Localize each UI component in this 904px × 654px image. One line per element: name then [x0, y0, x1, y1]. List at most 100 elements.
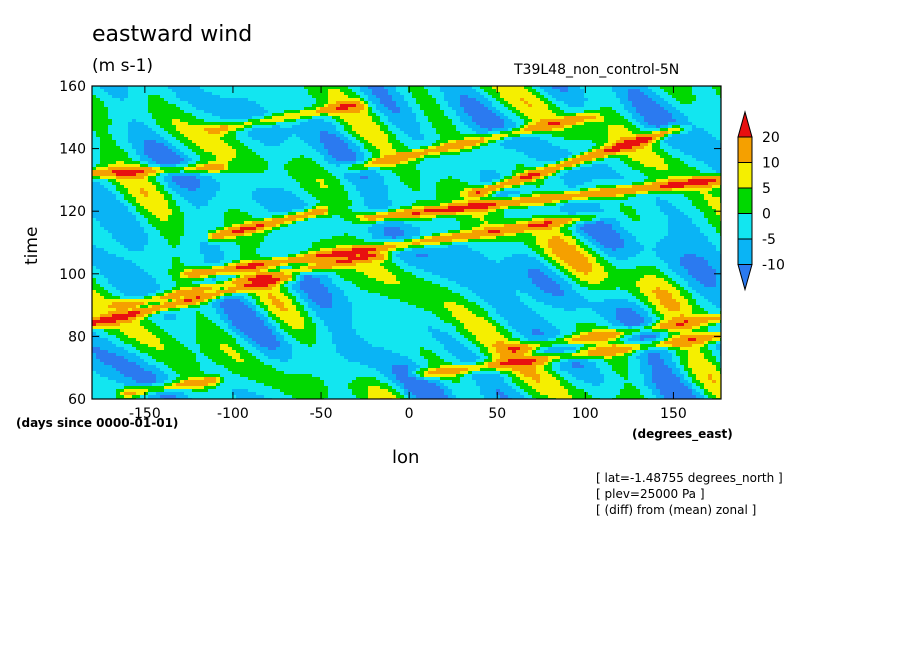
field-cell [480, 89, 485, 93]
field-cell [692, 131, 697, 135]
field-cell [120, 122, 125, 126]
field-cell [264, 143, 269, 147]
field-cell [236, 137, 241, 141]
field-cell [328, 116, 333, 120]
field-cell [368, 119, 373, 123]
field-cell [256, 128, 261, 132]
field-cell [424, 137, 429, 141]
field-cell [156, 161, 161, 165]
field-cell [444, 158, 449, 162]
field-cell [136, 95, 141, 99]
field-cell [632, 146, 637, 150]
field-cell [500, 146, 505, 150]
field-cell [636, 131, 641, 135]
field-cell [548, 155, 553, 159]
field-cell [200, 134, 205, 138]
field-cell [596, 137, 601, 141]
field-cell [624, 113, 629, 117]
field-cell [416, 98, 421, 102]
field-cell [700, 92, 705, 96]
field-cell [348, 137, 353, 141]
field-cell [140, 86, 145, 90]
field-cell [136, 134, 141, 138]
field-cell [632, 149, 637, 153]
field-cell [552, 131, 557, 135]
field-cell [320, 137, 325, 141]
field-cell [596, 134, 601, 138]
field-cell [372, 128, 377, 132]
field-cell [200, 137, 205, 141]
field-cell [612, 125, 617, 129]
field-cell [256, 155, 261, 159]
field-cell [620, 119, 625, 123]
field-cell [704, 131, 709, 135]
field-cell [140, 107, 145, 111]
field-cell [592, 104, 597, 108]
field-cell [620, 137, 625, 141]
field-cell [484, 146, 489, 150]
field-cell [452, 125, 457, 129]
field-cell [668, 116, 673, 120]
field-cell [692, 86, 697, 90]
field-cell [696, 149, 701, 153]
field-cell [92, 152, 97, 156]
field-cell [352, 149, 357, 153]
field-cell [664, 134, 669, 138]
field-cell [496, 98, 501, 102]
field-cell [588, 98, 593, 102]
field-cell [636, 143, 641, 147]
field-cell [236, 134, 241, 138]
field-cell [248, 140, 253, 144]
field-cell [576, 155, 581, 159]
field-cell [636, 122, 641, 126]
field-cell [208, 161, 213, 165]
field-cell [628, 116, 633, 120]
field-cell [244, 131, 249, 135]
field-cell [676, 101, 681, 105]
field-cell [308, 143, 313, 147]
field-cell [364, 131, 369, 135]
field-cell [172, 92, 177, 96]
field-cell [216, 143, 221, 147]
field-cell [156, 86, 161, 90]
field-cell [204, 101, 209, 105]
field-cell [96, 89, 101, 93]
field-cell [324, 122, 329, 126]
field-cell [152, 98, 157, 102]
field-cell [372, 107, 377, 111]
field-cell [412, 161, 417, 165]
field-cell [600, 125, 605, 129]
field-cell [364, 98, 369, 102]
field-cell [664, 107, 669, 111]
field-cell [560, 128, 565, 132]
field-cell [256, 110, 261, 114]
field-cell [528, 137, 533, 141]
field-cell [268, 119, 273, 123]
field-cell [260, 149, 265, 153]
field-cell [272, 95, 277, 99]
field-cell [360, 137, 365, 141]
field-cell [372, 113, 377, 117]
field-cell [120, 134, 125, 138]
field-cell [652, 158, 657, 162]
field-cell [708, 107, 713, 111]
field-cell [212, 101, 217, 105]
field-cell [544, 131, 549, 135]
field-cell [604, 158, 609, 162]
field-cell [468, 140, 473, 144]
field-cell [128, 128, 133, 132]
field-cell [224, 113, 229, 117]
field-cell [656, 125, 661, 129]
field-cell [232, 95, 237, 99]
field-cell [476, 137, 481, 141]
field-cell [356, 89, 361, 93]
field-cell [440, 149, 445, 153]
field-cell [648, 104, 653, 108]
field-cell [264, 101, 269, 105]
field-cell [252, 101, 257, 105]
field-cell [448, 89, 453, 93]
field-cell [344, 125, 349, 129]
field-cell [592, 125, 597, 129]
field-cell [516, 128, 521, 132]
field-cell [420, 101, 425, 105]
